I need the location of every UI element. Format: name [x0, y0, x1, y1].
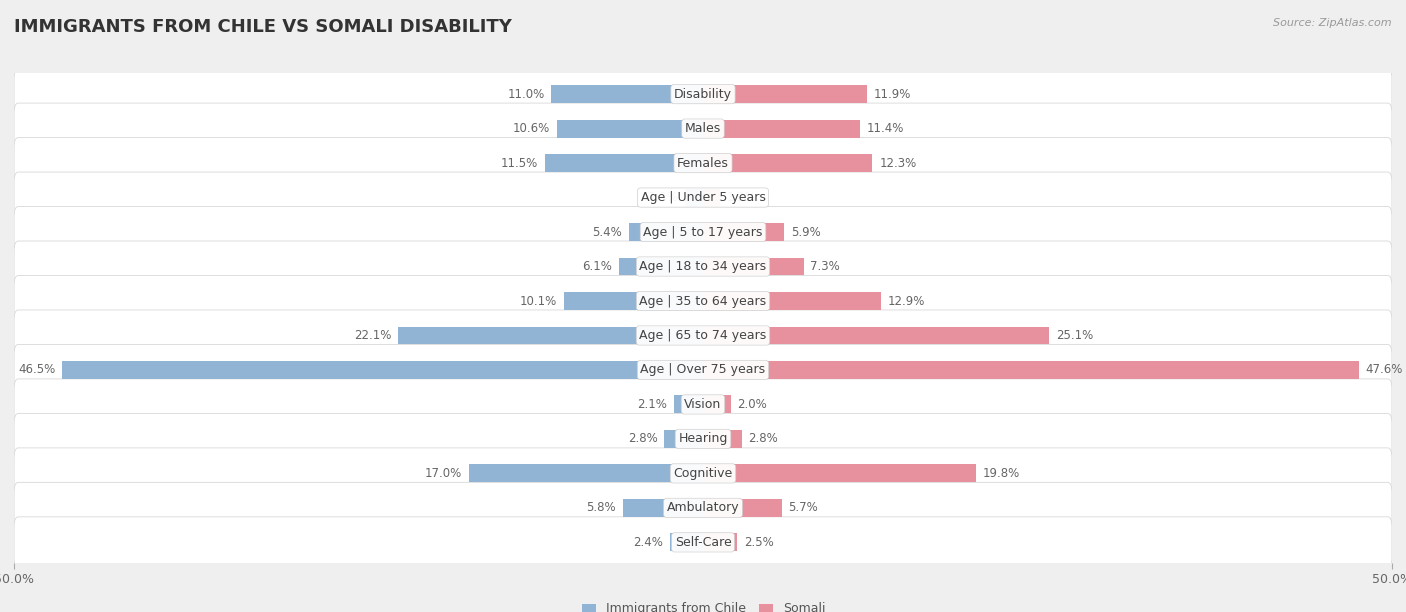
Bar — [703, 258, 804, 275]
Bar — [62, 361, 703, 379]
FancyBboxPatch shape — [14, 379, 1392, 430]
Bar — [623, 499, 703, 517]
Text: Age | 5 to 17 years: Age | 5 to 17 years — [644, 226, 762, 239]
FancyBboxPatch shape — [14, 517, 1392, 568]
Text: 2.8%: 2.8% — [748, 433, 778, 446]
Text: Males: Males — [685, 122, 721, 135]
Text: 5.7%: 5.7% — [789, 501, 818, 514]
Bar — [685, 188, 703, 206]
FancyBboxPatch shape — [14, 103, 1392, 154]
Text: Age | Under 5 years: Age | Under 5 years — [641, 191, 765, 204]
Text: 22.1%: 22.1% — [354, 329, 392, 342]
FancyBboxPatch shape — [14, 206, 1392, 258]
Text: Disability: Disability — [673, 88, 733, 100]
FancyBboxPatch shape — [14, 482, 1392, 534]
Text: Age | Over 75 years: Age | Over 75 years — [641, 364, 765, 376]
Bar — [551, 85, 703, 103]
Bar — [564, 292, 703, 310]
Text: Age | 65 to 74 years: Age | 65 to 74 years — [640, 329, 766, 342]
FancyBboxPatch shape — [14, 310, 1392, 361]
Text: IMMIGRANTS FROM CHILE VS SOMALI DISABILITY: IMMIGRANTS FROM CHILE VS SOMALI DISABILI… — [14, 18, 512, 36]
Text: 25.1%: 25.1% — [1056, 329, 1092, 342]
Bar — [703, 85, 868, 103]
Bar — [703, 154, 873, 172]
FancyBboxPatch shape — [14, 138, 1392, 188]
Text: 46.5%: 46.5% — [18, 364, 55, 376]
FancyBboxPatch shape — [14, 172, 1392, 223]
Text: 17.0%: 17.0% — [425, 467, 461, 480]
Bar — [703, 534, 738, 551]
Text: 5.8%: 5.8% — [586, 501, 616, 514]
Text: 5.9%: 5.9% — [792, 226, 821, 239]
Text: 2.5%: 2.5% — [744, 536, 775, 549]
Text: 12.9%: 12.9% — [887, 294, 925, 307]
Text: 2.8%: 2.8% — [628, 433, 658, 446]
Text: 2.0%: 2.0% — [738, 398, 768, 411]
Bar — [703, 327, 1049, 345]
Text: Ambulatory: Ambulatory — [666, 501, 740, 514]
Text: Females: Females — [678, 157, 728, 170]
Text: Vision: Vision — [685, 398, 721, 411]
Bar — [557, 119, 703, 138]
FancyBboxPatch shape — [14, 345, 1392, 395]
FancyBboxPatch shape — [14, 448, 1392, 499]
Bar — [703, 223, 785, 241]
Bar — [628, 223, 703, 241]
Bar — [468, 465, 703, 482]
Text: 2.1%: 2.1% — [637, 398, 668, 411]
Text: 11.9%: 11.9% — [875, 88, 911, 100]
Bar — [703, 361, 1358, 379]
Bar — [703, 465, 976, 482]
Text: Age | 35 to 64 years: Age | 35 to 64 years — [640, 294, 766, 307]
Bar — [703, 188, 720, 206]
Text: 7.3%: 7.3% — [810, 260, 841, 273]
Bar — [619, 258, 703, 275]
Text: 19.8%: 19.8% — [983, 467, 1019, 480]
Legend: Immigrants from Chile, Somali: Immigrants from Chile, Somali — [575, 597, 831, 612]
Text: 5.4%: 5.4% — [592, 226, 621, 239]
Bar — [703, 430, 741, 448]
Text: 10.1%: 10.1% — [520, 294, 557, 307]
Text: Hearing: Hearing — [678, 433, 728, 446]
Bar — [703, 119, 860, 138]
Text: 1.2%: 1.2% — [727, 191, 756, 204]
Bar — [669, 534, 703, 551]
Text: Age | 18 to 34 years: Age | 18 to 34 years — [640, 260, 766, 273]
Bar — [703, 499, 782, 517]
Bar — [703, 395, 731, 413]
Text: 1.3%: 1.3% — [648, 191, 678, 204]
FancyBboxPatch shape — [14, 275, 1392, 327]
Bar — [544, 154, 703, 172]
Bar — [703, 292, 880, 310]
Text: 11.5%: 11.5% — [501, 157, 537, 170]
FancyBboxPatch shape — [14, 69, 1392, 119]
Text: Cognitive: Cognitive — [673, 467, 733, 480]
Text: 10.6%: 10.6% — [513, 122, 550, 135]
Text: 6.1%: 6.1% — [582, 260, 612, 273]
Text: Self-Care: Self-Care — [675, 536, 731, 549]
Text: Source: ZipAtlas.com: Source: ZipAtlas.com — [1274, 18, 1392, 28]
Text: 11.4%: 11.4% — [868, 122, 904, 135]
Text: 2.4%: 2.4% — [633, 536, 664, 549]
Bar — [673, 395, 703, 413]
FancyBboxPatch shape — [14, 241, 1392, 292]
Text: 47.6%: 47.6% — [1365, 364, 1403, 376]
Text: 11.0%: 11.0% — [508, 88, 544, 100]
FancyBboxPatch shape — [14, 413, 1392, 465]
Bar — [665, 430, 703, 448]
Bar — [398, 327, 703, 345]
Text: 12.3%: 12.3% — [879, 157, 917, 170]
